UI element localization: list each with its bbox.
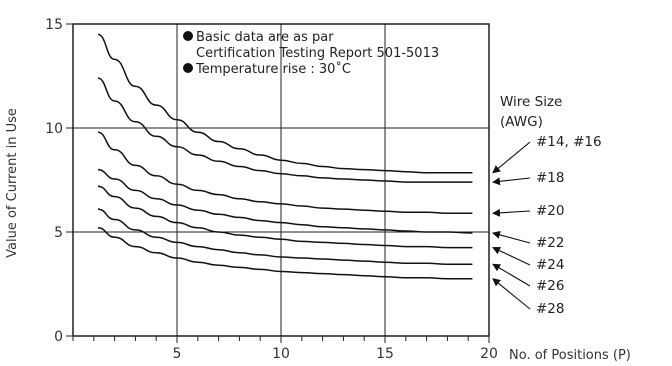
- series-label: #28: [536, 301, 565, 317]
- y-axis-label: Value of Current in Use: [5, 108, 20, 258]
- y-tick-label: 5: [54, 225, 63, 241]
- notes-annotation: Basic data are as par Certification Test…: [183, 30, 439, 77]
- series-labels: #14, #16 #18 #20 #22 #24 #26 #28: [492, 134, 602, 317]
- note-bullet-1: [183, 31, 193, 41]
- legend-title: Wire Size (AWG): [500, 94, 562, 130]
- legend-title-line-1: Wire Size: [500, 94, 562, 110]
- series-line-3: [97, 168, 473, 234]
- series-line-5: [97, 208, 473, 265]
- y-tick-label: 0: [54, 329, 63, 345]
- series-lines: [97, 33, 473, 280]
- series-label: #20: [536, 203, 565, 219]
- x-tick-label: 15: [376, 346, 394, 362]
- x-axis-label: No. of Positions (P): [509, 348, 631, 363]
- x-tick-label: 20: [480, 346, 498, 362]
- series-leader-arrow: [492, 278, 531, 310]
- series-leader-arrow: [492, 263, 531, 287]
- series-leader-arrow: [492, 177, 531, 186]
- legend-title-line-2: (AWG): [500, 114, 543, 130]
- axes: 5 10 15 20 0 5 10 15: [45, 17, 498, 362]
- series-leader-arrow: [492, 230, 531, 244]
- x-tick-label: 10: [272, 346, 290, 362]
- note-bullet-2: [183, 63, 193, 73]
- series-leader-arrow: [492, 246, 531, 266]
- note-line-2: Certification Testing Report 501-5013: [196, 46, 439, 61]
- series-label: #24: [536, 257, 565, 273]
- note-line-1: Basic data are as par: [196, 30, 334, 45]
- x-tick-label: 5: [173, 346, 182, 362]
- series-line-0: [97, 33, 473, 174]
- series-label: #22: [536, 235, 565, 251]
- series-label: #26: [536, 278, 565, 294]
- series-leader-arrow: [492, 141, 531, 174]
- y-tick-label: 10: [45, 121, 63, 137]
- series-line-2: [97, 131, 473, 215]
- series-line-6: [97, 227, 473, 280]
- y-tick-label: 15: [45, 17, 63, 33]
- series-line-4: [97, 185, 473, 249]
- series-label: #18: [536, 170, 565, 186]
- note-line-3: Temperature rise : 30˚C: [195, 61, 351, 77]
- series-line-1: [97, 77, 473, 183]
- series-label: #14, #16: [536, 134, 602, 150]
- series-leader-arrow: [492, 208, 531, 217]
